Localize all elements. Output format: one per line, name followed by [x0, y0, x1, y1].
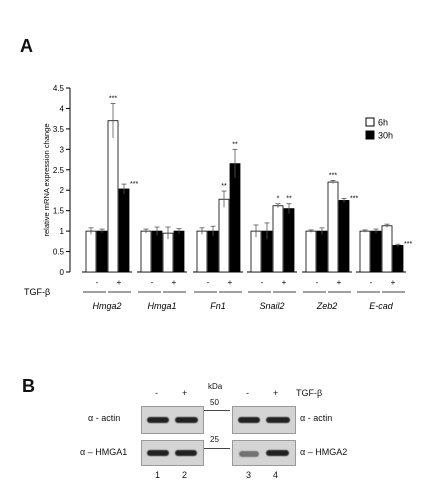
kda-label: kDa	[208, 382, 223, 391]
treatment-state: -	[96, 278, 99, 287]
treatment-state: -	[261, 278, 264, 287]
bar	[392, 245, 404, 273]
y-tick-label: 2.5	[53, 166, 65, 175]
y-tick-label: 0.5	[53, 248, 65, 257]
blot-left-actin	[141, 406, 204, 434]
blot-lane2-state: +	[182, 388, 188, 398]
band	[175, 417, 198, 423]
bar	[118, 188, 130, 273]
y-tick-label: 1.5	[53, 207, 65, 216]
legend-swatch	[365, 117, 375, 127]
bar	[381, 225, 393, 273]
y-tick-label: 4.5	[53, 84, 65, 93]
y-tick-label: 0	[60, 268, 65, 277]
band	[147, 450, 169, 456]
blot-right-actin	[232, 406, 296, 434]
right-actin-label: α - actin	[300, 413, 333, 423]
band	[238, 417, 260, 423]
blot-treatment-label: TGF-β	[296, 388, 323, 398]
legend-label: 6h	[378, 118, 388, 128]
marker-50-label: 50	[210, 398, 219, 407]
significance-label: ***	[130, 181, 138, 188]
western-blot-panel: B - + - + TGF-β kDa 50 25 α - actin α – …	[0, 370, 431, 500]
significance-label: ***	[404, 241, 412, 248]
blot-lane4-state: +	[273, 388, 279, 398]
bar	[229, 163, 241, 273]
band	[266, 450, 289, 456]
right-hmga2-label: α – HMGA2	[300, 447, 348, 457]
gene-label: Fn1	[210, 301, 226, 311]
treatment-state: -	[370, 278, 373, 287]
gene-label: Zeb2	[316, 301, 338, 311]
lane-number: 1	[155, 470, 161, 480]
bar	[359, 230, 371, 273]
gene-label: Hmga2	[92, 301, 121, 311]
marker-25-label: 25	[210, 435, 219, 444]
significance-label: **	[221, 183, 227, 190]
blot-lane1-state: -	[155, 388, 158, 398]
blot-right-hmga2	[232, 440, 296, 466]
y-tick-label: 4	[60, 104, 65, 113]
bar	[173, 230, 185, 273]
blot-left-hmga1	[141, 440, 204, 466]
left-actin-label: α - actin	[88, 413, 121, 423]
bar	[96, 230, 108, 273]
marker-25-line	[204, 448, 230, 449]
bar	[85, 230, 97, 273]
significance-label: ***	[350, 195, 358, 202]
panel-b-letter: B	[22, 376, 35, 396]
significance-label: ***	[329, 172, 337, 179]
band	[175, 450, 197, 456]
bar	[218, 198, 230, 273]
y-tick-label: 3.5	[53, 125, 65, 134]
bar	[207, 230, 219, 273]
bar	[140, 230, 152, 273]
treatment-state: -	[316, 278, 319, 287]
treatment-state: +	[282, 278, 287, 287]
significance-label: **	[232, 141, 238, 148]
gene-label: Snail2	[259, 301, 284, 311]
marker-50-line	[204, 410, 230, 411]
lane-number: 3	[246, 470, 252, 480]
bar	[283, 208, 295, 273]
y-tick-label: 1	[60, 227, 65, 236]
legend-label: 30h	[378, 131, 393, 141]
treatment-state: +	[228, 278, 233, 287]
gene-label: E-cad	[369, 301, 394, 311]
treatment-state: -	[207, 278, 210, 287]
significance-label: **	[286, 196, 292, 203]
legend-swatch	[365, 130, 375, 140]
treatment-state: +	[117, 278, 122, 287]
treatment-state: +	[172, 278, 177, 287]
band	[266, 417, 290, 423]
band	[147, 417, 169, 423]
significance-label: ***	[109, 96, 117, 103]
blot-lane3-state: -	[246, 388, 249, 398]
lane-number: 4	[273, 470, 279, 480]
bar	[338, 200, 350, 273]
bar	[196, 230, 208, 273]
treatment-state: -	[151, 278, 154, 287]
y-tick-label: 3	[60, 145, 65, 154]
left-hmga1-label: α – HMGA1	[80, 447, 128, 457]
bar	[305, 230, 317, 273]
band	[239, 451, 259, 457]
treatment-state: +	[337, 278, 342, 287]
bar	[370, 230, 382, 273]
lane-number: 2	[182, 470, 188, 480]
significance-label: *	[277, 196, 280, 203]
y-axis-label: relative mRNA expression change	[42, 124, 51, 237]
panel-a-letter: A	[20, 36, 33, 56]
bar	[316, 230, 328, 273]
bar	[327, 181, 339, 273]
bar	[272, 205, 284, 273]
bar	[107, 120, 119, 273]
bar-chart: 0 0.5 1 1.5 2 2.5 3 3.5 4 4.5 relative mRNA expres…	[24, 84, 412, 311]
gene-label: Hmga1	[147, 301, 176, 311]
y-tick-label: 2	[60, 186, 65, 195]
bar	[151, 230, 163, 273]
treatment-state: +	[391, 278, 396, 287]
treatment-label: TGF-β	[24, 287, 50, 297]
